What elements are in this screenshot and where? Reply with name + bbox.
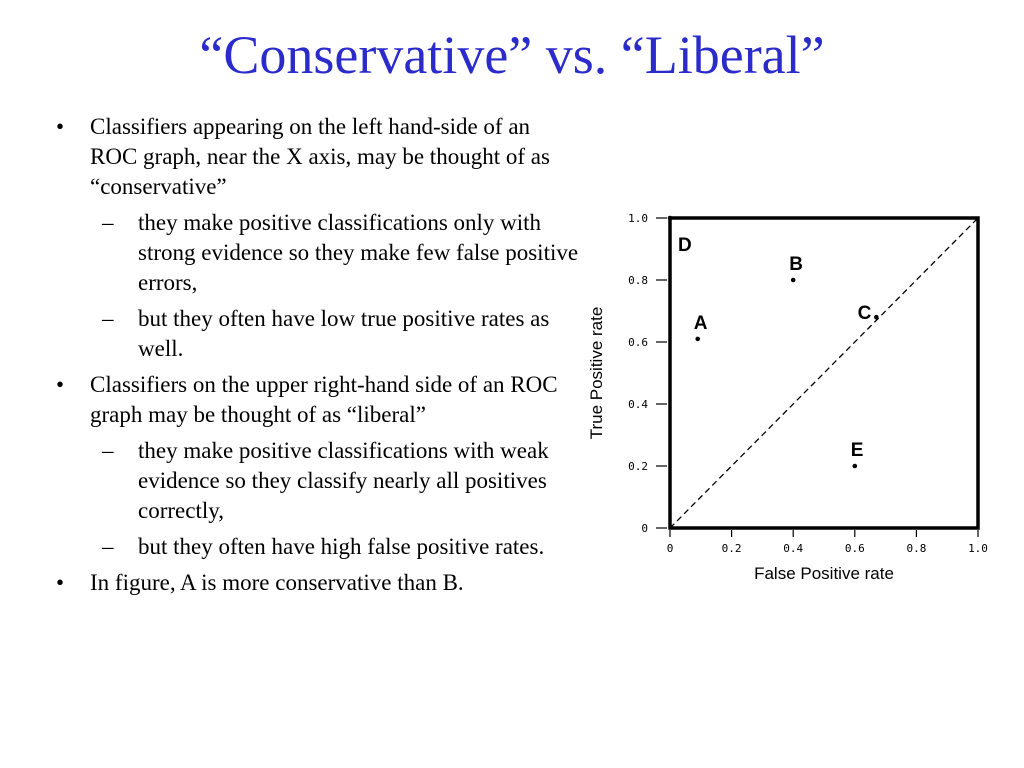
sub-bullet-item: – but they often have high false positiv… (52, 532, 580, 562)
x-tick-label: 0.6 (845, 542, 865, 555)
x-tick-label: 0.4 (783, 542, 803, 555)
y-tick-label: 0 (641, 522, 648, 535)
y-axis-ticks: 0 0.2 0.4 0.6 0.8 1.0 (628, 212, 667, 535)
bullet-text: In figure, A is more conservative than B… (90, 570, 464, 595)
sub-bullet-marker: – (102, 534, 114, 559)
sub-bullet-marker: – (102, 210, 114, 235)
y-tick-label: 0.6 (628, 336, 648, 349)
y-tick-label: 0.8 (628, 274, 648, 287)
x-axis-label: False Positive rate (754, 564, 894, 583)
sub-bullet-item: – they make positive classifications wit… (52, 436, 580, 526)
roc-chart: 0 0.2 0.4 0.6 0.8 1.0 00.20.40.60.81.0 ABCDE … (587, 212, 988, 583)
bullet-marker: • (56, 372, 65, 397)
sub-bullet-text: they make positive classifications with … (138, 438, 549, 523)
sub-bullet-marker: – (102, 438, 114, 463)
x-tick-label: 0.8 (906, 542, 926, 555)
data-point-e (852, 463, 858, 469)
plot-frame (668, 216, 980, 530)
x-tick-label: 1.0 (968, 542, 988, 555)
point-label-a: A (694, 313, 708, 334)
data-point-c (874, 314, 879, 320)
sub-bullet-marker: – (102, 306, 114, 331)
bullet-marker: • (56, 114, 65, 139)
sub-bullet-text: but they often have low true positive ra… (138, 306, 550, 361)
data-point-b (790, 277, 796, 283)
point-label-e: E (851, 440, 864, 461)
bullet-list: • Classifiers appearing on the left hand… (52, 112, 580, 604)
slide-title: “Conservative” vs. “Liberal” (199, 25, 825, 85)
sub-bullet-item: – but they often have low true positive … (52, 304, 580, 364)
y-tick-label: 0.2 (628, 460, 648, 473)
x-tick-label: 0.2 (722, 542, 742, 555)
sub-bullet-text: they make positive classifications only … (138, 210, 579, 295)
y-tick-label: 0.4 (628, 398, 648, 411)
point-label-b: B (789, 254, 803, 275)
bullet-text: Classifiers on the upper right-hand side… (90, 372, 558, 427)
x-axis-ticks: 0 0.2 0.4 0.6 0.8 1.0 (667, 530, 988, 555)
bullet-item: • Classifiers appearing on the left hand… (52, 112, 580, 202)
sub-bullet-text: but they often have high false positive … (138, 534, 545, 559)
data-point-d (667, 215, 673, 221)
y-axis-label: True Positive rate (587, 307, 606, 440)
y-tick-label: 1.0 (628, 212, 648, 225)
sub-bullet-item: – they make positive classifications onl… (52, 208, 580, 298)
bullet-item: • Classifiers on the upper right-hand si… (52, 370, 580, 430)
data-points: A B C D E (667, 215, 879, 469)
point-label-c: C (858, 303, 872, 324)
data-point-a (695, 336, 701, 342)
bullet-text: Classifiers appearing on the left hand-s… (90, 114, 550, 199)
point-label-d: D (678, 235, 692, 256)
diagonal-reference-line (669, 217, 979, 529)
x-tick-label: 0 (667, 542, 674, 555)
bullet-item: • In figure, A is more conservative than… (52, 568, 580, 598)
bullet-marker: • (56, 570, 65, 595)
